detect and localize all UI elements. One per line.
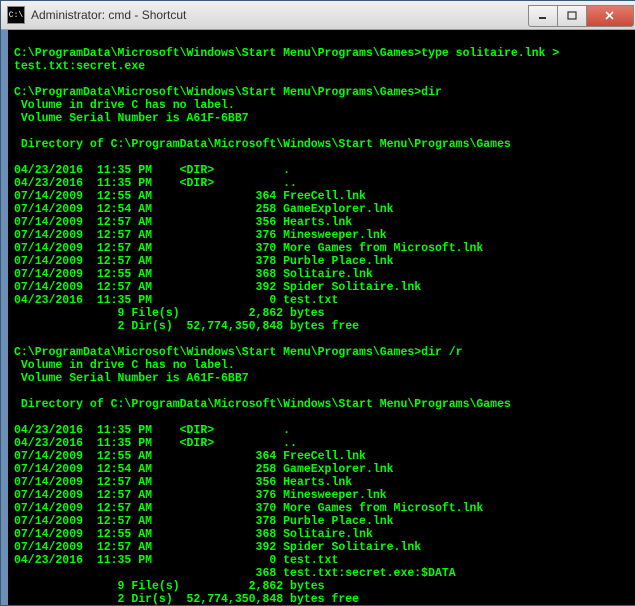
window-controls xyxy=(529,5,634,25)
minimize-icon xyxy=(538,11,548,21)
close-icon xyxy=(604,11,616,21)
close-button[interactable] xyxy=(586,5,634,27)
cmd-icon: C:\ xyxy=(7,6,25,24)
console-output[interactable]: C:\ProgramData\Microsoft\Windows\Start M… xyxy=(8,30,635,605)
console-text: C:\ProgramData\Microsoft\Windows\Start M… xyxy=(14,47,559,605)
cmd-window: C:\ Administrator: cmd - Shortcut C:\Pro… xyxy=(0,0,635,606)
titlebar[interactable]: C:\ Administrator: cmd - Shortcut xyxy=(1,1,635,30)
maximize-icon xyxy=(567,11,577,21)
maximize-button[interactable] xyxy=(557,5,587,27)
minimize-button[interactable] xyxy=(528,5,558,27)
window-title: Administrator: cmd - Shortcut xyxy=(31,8,529,22)
